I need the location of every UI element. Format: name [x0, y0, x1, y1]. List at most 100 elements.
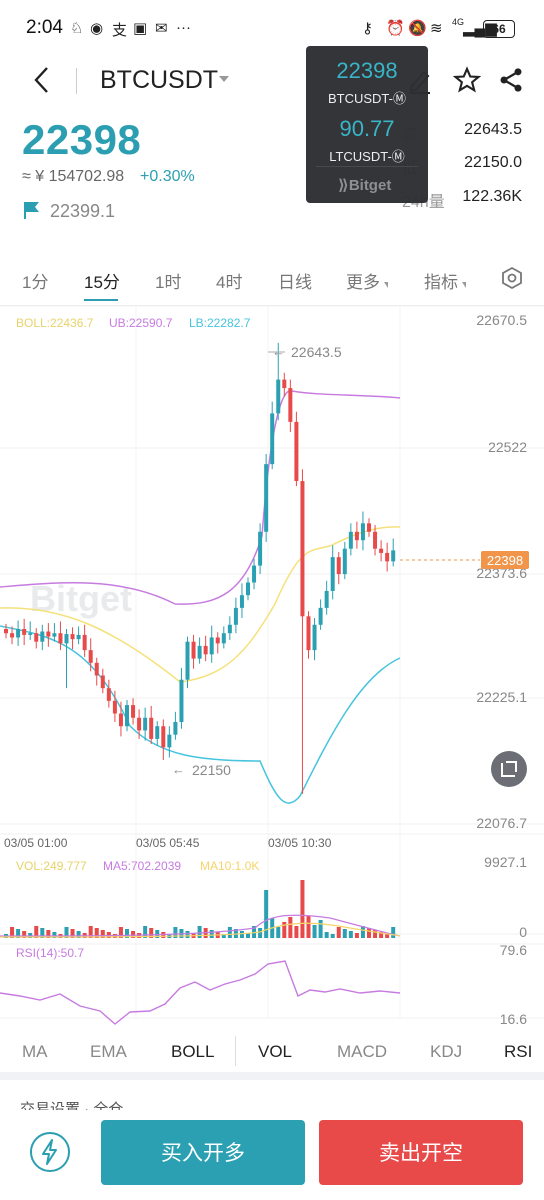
float-price-1: 22398	[336, 58, 398, 83]
candle-body	[300, 481, 305, 617]
candle-body	[155, 726, 160, 739]
candle-body	[88, 650, 93, 663]
volume-bar	[227, 927, 232, 938]
floating-ticker-card[interactable]: 22398 BTCUSDT-Ⓜ 90.77 LTCUSDT-Ⓜ ⟫Bitget	[306, 46, 428, 203]
candle-body	[215, 637, 220, 644]
candle-body	[312, 624, 317, 651]
tab-indicators[interactable]: 指标	[424, 273, 458, 292]
candle-body	[52, 633, 57, 637]
volume-bar	[354, 933, 359, 938]
candle-body	[385, 552, 390, 562]
quick-trade-button[interactable]	[30, 1132, 70, 1172]
key-icon: ⚷	[362, 20, 373, 37]
tab-more[interactable]: 更多	[346, 273, 380, 292]
candle-body	[373, 531, 378, 549]
candle-body	[185, 641, 190, 680]
volume-value: 122.36K	[462, 188, 522, 205]
volume-bar	[360, 926, 365, 938]
volume-bar	[70, 929, 75, 938]
candle-body	[391, 550, 396, 562]
share-icon[interactable]	[497, 66, 525, 94]
volume-bar	[76, 931, 81, 938]
candle-body	[143, 717, 148, 731]
volume-bar	[34, 926, 39, 938]
candle-body	[58, 633, 63, 644]
volume-bar	[100, 930, 105, 938]
indicators-caret-icon	[462, 282, 466, 288]
time-label-2: 03/05 05:45	[136, 836, 200, 850]
indicator-boll[interactable]: BOLL	[171, 1042, 215, 1061]
candle-body	[22, 628, 27, 635]
volume-bar	[367, 928, 371, 938]
float-symbol-1: BTCUSDT-Ⓜ	[327, 91, 406, 106]
candle-body	[82, 634, 87, 651]
buy-long-button[interactable]: 买入开多	[101, 1120, 305, 1185]
tab-4h[interactable]: 4时	[216, 273, 243, 292]
indicator-macd[interactable]: MACD	[337, 1042, 388, 1061]
vol-axis-top: 9927.1	[484, 854, 527, 870]
indicator-ema[interactable]: EMA	[90, 1042, 127, 1061]
status-time: 2:04	[26, 17, 63, 38]
price-axis-5: 22076.7	[476, 815, 527, 831]
boll-middle	[0, 526, 401, 683]
volume-bar	[379, 932, 384, 938]
tab-1m[interactable]: 1分	[22, 273, 49, 292]
vol-ma10: MA10:1.0K	[200, 859, 259, 873]
chart-settings-icon[interactable]	[500, 266, 524, 290]
volume-bar	[88, 926, 93, 938]
candle-body	[233, 607, 238, 625]
candle-body	[197, 645, 202, 659]
indicator-divider	[235, 1036, 236, 1066]
time-label-3: 03/05 10:30	[268, 836, 332, 850]
rsi-value: RSI(14):50.7	[16, 946, 84, 960]
indicator-vol[interactable]: VOL	[258, 1042, 293, 1061]
candle-body	[318, 607, 323, 625]
sell-short-button[interactable]: 卖出开空	[319, 1120, 523, 1185]
tab-1h[interactable]: 1时	[155, 273, 182, 292]
candle-body	[76, 634, 81, 640]
chart-grid	[0, 306, 544, 1019]
volume-bar	[22, 931, 27, 938]
indicator-kdj[interactable]: KDJ	[430, 1042, 463, 1061]
volume-bar	[306, 916, 311, 938]
candle-body	[161, 726, 166, 748]
app-icon: ▣	[133, 20, 148, 37]
tab-15m[interactable]: 15分	[84, 273, 120, 292]
symbol-title[interactable]: BTCUSDT	[100, 66, 219, 94]
price-axis-4: 22225.1	[476, 689, 527, 705]
volume-bar	[149, 928, 154, 938]
symbol-dropdown-icon[interactable]	[219, 76, 229, 82]
volume-bar	[318, 920, 323, 938]
float-divider	[316, 166, 418, 167]
volume-bar	[312, 925, 317, 938]
status-bar: 2:04 ♘ ◉ 支 ▣ ✉ ··· ⚷ ⏰ 🔕 ≋ 4G ▂▄▆ 66	[0, 0, 544, 58]
indicator-rsi[interactable]: RSI	[504, 1042, 533, 1061]
alarm-icon: ⏰	[386, 20, 405, 37]
indicator-ma[interactable]: MA	[22, 1042, 48, 1061]
active-tab-underline	[84, 299, 118, 301]
trade-settings-hint: 交易设置 · 全仓	[20, 1101, 124, 1110]
candle-body	[306, 616, 311, 651]
candle-body	[64, 634, 69, 644]
price-axis-2: 22522	[488, 439, 527, 455]
candle-body	[46, 631, 51, 637]
header-divider	[76, 68, 77, 94]
favorite-star-icon[interactable]	[453, 66, 481, 94]
candle-body	[336, 557, 341, 575]
float-logo: ⟫Bitget	[338, 177, 392, 194]
vol-ma5-line	[0, 914, 401, 937]
candle-body	[348, 531, 353, 549]
kline-chart[interactable]: Bitget BOLL:22436.7 UB:22590.7 LB:22282.…	[0, 306, 544, 1032]
vol-ma10-line	[0, 922, 401, 938]
tab-1d[interactable]: 日线	[278, 273, 312, 292]
bitget-logo-icon: ⟫	[338, 177, 349, 194]
more-notifications-icon: ···	[176, 19, 191, 36]
network-type: 4G	[452, 17, 465, 27]
candle-body	[264, 464, 269, 532]
back-arrow-icon[interactable]	[30, 64, 56, 96]
volume-bar	[40, 928, 45, 938]
candle-body	[294, 421, 299, 482]
price-axis-1: 22670.5	[476, 312, 527, 328]
volume-bar	[10, 927, 15, 938]
change-percent: +0.30%	[140, 168, 195, 185]
